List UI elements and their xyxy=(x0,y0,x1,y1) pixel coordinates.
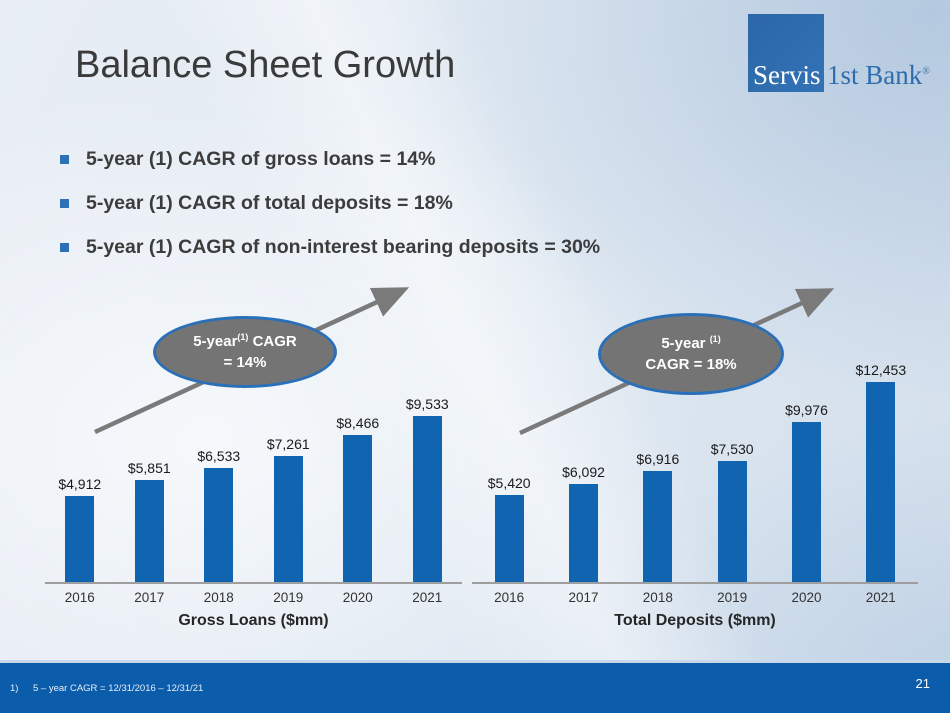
x-axis-tick-label: 2019 xyxy=(717,590,748,605)
bar-column-2021: $9,533 xyxy=(393,396,463,582)
bar xyxy=(717,461,747,582)
logo-bank-label: 1st Bank xyxy=(827,60,923,90)
bar xyxy=(273,456,303,582)
bar-column-2016: $4,912 xyxy=(45,476,115,582)
bar-column-2020: $8,466 xyxy=(323,415,393,582)
bar-column-2020: $9,976 xyxy=(769,402,843,582)
x-axis-tick-label: 2018 xyxy=(203,590,234,605)
bar xyxy=(866,382,896,582)
bar-value-label: $12,453 xyxy=(855,362,907,378)
bar xyxy=(204,468,234,582)
bar-value-label: $8,466 xyxy=(336,415,380,431)
bar-value-label: $9,976 xyxy=(785,402,828,418)
bar xyxy=(791,422,821,582)
bar-value-label: $7,261 xyxy=(266,436,310,452)
bar-value-label: $5,851 xyxy=(127,460,171,476)
bar xyxy=(494,495,524,582)
bar-column-2021: $12,453 xyxy=(844,362,918,582)
bank-logo: Servis 1st Bank® xyxy=(748,14,930,94)
bar-column-2016: $5,420 xyxy=(472,475,546,582)
bar-value-label: $7,530 xyxy=(710,441,754,457)
x-axis-tick-label: 2016 xyxy=(494,590,525,605)
x-axis-tick-label: 2021 xyxy=(412,590,443,605)
bar-value-label: $9,533 xyxy=(405,396,449,412)
registered-mark: ® xyxy=(922,66,930,77)
bullet-item: 5-year (1) CAGR of total deposits = 18% xyxy=(60,190,600,216)
footer-bar: 1) 5 – year CAGR = 12/31/2016 – 12/31/21… xyxy=(0,660,950,713)
bullet-list: 5-year (1) CAGR of gross loans = 14% 5-y… xyxy=(60,146,600,260)
x-axis-tick-label: 2021 xyxy=(865,590,896,605)
bar-column-2017: $6,092 xyxy=(546,464,620,582)
bar xyxy=(412,416,442,582)
page-number: 21 xyxy=(915,676,930,691)
bar-value-label: $6,916 xyxy=(636,451,680,467)
logo-servis-text: Servis xyxy=(753,60,821,90)
x-axis-tick-label: 2017 xyxy=(134,590,165,605)
bar-value-label: $6,092 xyxy=(562,464,605,480)
x-axis-tick-label: 2016 xyxy=(64,590,95,605)
bar-column-2019: $7,261 xyxy=(254,436,324,582)
bars-row: $4,912 $5,851 $6,533 $7,261 $8,466 $9,533 xyxy=(45,360,462,582)
bar xyxy=(643,471,673,582)
bar-value-label: $6,533 xyxy=(197,448,241,464)
gross-loans-chart: $4,912 $5,851 $6,533 $7,261 $8,466 $9,533 201… xyxy=(45,360,462,630)
x-axis-tick-label: 2020 xyxy=(791,590,822,605)
x-axis-line xyxy=(472,582,918,584)
bullet-text: 5-year (1) CAGR of non-interest bearing … xyxy=(86,235,601,258)
total-deposits-chart: $5,420 $6,092 $6,916 $7,530 $9,976 $12,453 20… xyxy=(472,360,918,630)
logo-bank-text: 1st Bank® xyxy=(827,60,930,91)
bar xyxy=(343,435,373,582)
callout-line1: 5-year(1) CAGR xyxy=(193,332,297,350)
x-axis-labels: 2016 2017 2018 2019 2020 2021 xyxy=(45,590,462,605)
x-axis-tick-label: 2019 xyxy=(273,590,304,605)
bar-column-2018: $6,533 xyxy=(184,448,254,582)
logo-square xyxy=(748,14,824,92)
bullet-text: 5-year (1) CAGR of gross loans = 14% xyxy=(86,147,436,170)
bullet-text: 5-year (1) CAGR of total deposits = 18% xyxy=(86,191,453,214)
bullet-square-icon xyxy=(60,242,69,252)
x-axis-line xyxy=(45,582,462,584)
bars-row: $5,420 $6,092 $6,916 $7,530 $9,976 $12,453 xyxy=(472,360,918,582)
x-axis-labels: 2016 2017 2018 2019 2020 2021 xyxy=(472,590,918,605)
footnote-marker: 1) xyxy=(10,683,19,694)
bullet-item: 5-year (1) CAGR of gross loans = 14% xyxy=(60,146,600,172)
x-axis-tick-label: 2018 xyxy=(642,590,673,605)
x-axis-tick-label: 2017 xyxy=(568,590,599,605)
bar-value-label: $4,912 xyxy=(58,476,102,492)
bar-value-label: $5,420 xyxy=(487,475,531,491)
page-title: Balance Sheet Growth xyxy=(75,44,456,86)
footnote-text: 5 – year CAGR = 12/31/2016 – 12/31/21 xyxy=(33,683,204,694)
bullet-item: 5-year (1) CAGR of non-interest bearing … xyxy=(60,234,600,260)
bullet-square-icon xyxy=(60,198,69,208)
bar-column-2019: $7,530 xyxy=(695,441,769,582)
chart-title: Gross Loans ($mm) xyxy=(178,612,329,629)
x-axis-tick-label: 2020 xyxy=(342,590,373,605)
bar-column-2018: $6,916 xyxy=(621,451,695,582)
chart-title: Total Deposits ($mm) xyxy=(614,612,776,629)
bar xyxy=(134,480,164,582)
callout-line1: 5-year (1) xyxy=(661,334,721,352)
bar-column-2017: $5,851 xyxy=(115,460,185,582)
bar xyxy=(568,484,598,582)
bar xyxy=(65,496,95,582)
bullet-square-icon xyxy=(60,154,69,164)
